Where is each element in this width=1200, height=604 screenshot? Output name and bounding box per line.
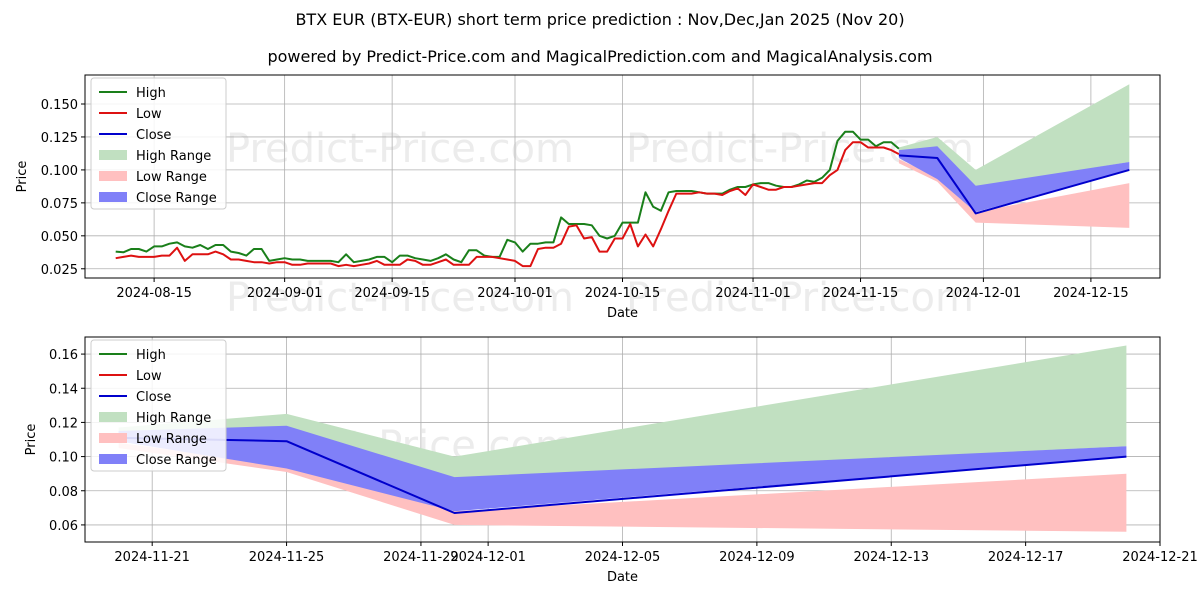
legend-label-close-range: Close Range [136, 191, 217, 206]
legend-swatch-high-range [99, 412, 127, 422]
x-tick-label: 2024-12-21 [1122, 550, 1198, 565]
x-tick-label: 2024-12-01 [946, 286, 1022, 301]
legend-swatch-close-range [99, 454, 127, 464]
high-series-line [115, 130, 900, 264]
y-tick-label: 0.08 [49, 485, 78, 500]
watermark-text: Predict-Price.com [226, 275, 574, 321]
legend-label-close: Close [136, 128, 171, 143]
y-tick-label: 0.050 [41, 230, 78, 245]
high-range-band [118, 345, 1127, 479]
y-tick-label: 0.025 [41, 263, 78, 278]
x-tick-label: 2024-12-15 [1053, 286, 1129, 301]
low-range-band [118, 442, 1127, 532]
legend-label-high: High [136, 348, 166, 363]
close-series-line [898, 154, 1130, 215]
top-panel: Predict-Price.com Predict-Price.com Predic… [15, 74, 1161, 321]
y-tick-label: 0.06 [49, 519, 78, 534]
close-range-band [898, 146, 1130, 213]
x-tick-label: 2024-12-13 [853, 550, 929, 565]
legend-swatch-low-range [99, 171, 127, 181]
x-tick-label: 2024-12-05 [585, 550, 661, 565]
low-series-line [115, 141, 900, 268]
x-tick-label: 2024-09-15 [354, 286, 430, 301]
legend-label-low: Low [136, 369, 162, 384]
legend: High Low Close High Range Low Range Close Ran… [90, 339, 227, 472]
y-tick-label: 0.125 [41, 131, 78, 146]
x-axis-label: Date [607, 570, 638, 585]
x-tick-label: 2024-12-01 [450, 550, 526, 565]
y-tick-label: 0.150 [41, 98, 78, 113]
y-tick-label: 0.100 [41, 164, 78, 179]
legend-label-high-range: High Range [136, 411, 211, 426]
y-tick-label: 0.075 [41, 197, 78, 212]
x-tick-label: 2024-11-15 [823, 286, 899, 301]
low-range-band [898, 159, 1130, 228]
y-tick-label: 0.12 [49, 416, 78, 431]
x-tick-label: 2024-10-15 [585, 286, 661, 301]
watermark-text: Predict-Price.com [626, 275, 974, 321]
x-tick-label: 2024-11-21 [114, 550, 190, 565]
y-axis-label: Price [24, 424, 39, 456]
x-tick-label: 2024-11-25 [249, 550, 325, 565]
high-range-band [898, 84, 1130, 187]
legend-swatch-close-range [99, 192, 127, 202]
legend-label-low-range: Low Range [136, 170, 207, 185]
x-tick-label: 2024-08-15 [116, 286, 192, 301]
legend-label-low: Low [136, 107, 162, 122]
chart-subtitle: powered by Predict-Price.com and Magical… [267, 47, 932, 66]
x-tick-label: 2024-11-29 [383, 550, 459, 565]
legend-swatch-low-range [99, 433, 127, 443]
x-tick-label: 2024-09-01 [247, 286, 323, 301]
watermark-text: Predict-Price.com [226, 126, 574, 172]
legend-label-close: Close [136, 390, 171, 405]
y-axis-label: Price [15, 161, 30, 193]
x-tick-label: 2024-11-01 [715, 286, 791, 301]
legend-swatch-high-range [99, 150, 127, 160]
legend-label-high-range: High Range [136, 149, 211, 164]
legend-label-high: High [136, 86, 166, 101]
x-axis-label: Date [607, 306, 638, 321]
bottom-panel: Predict-Price.comPredict-Price.com2024-1… [24, 336, 1198, 585]
y-tick-label: 0.10 [49, 451, 78, 466]
legend: High Low Close High Range Low Range Close Ran… [90, 77, 227, 210]
legend-label-low-range: Low Range [136, 432, 207, 447]
x-tick-label: 2024-10-01 [477, 286, 553, 301]
chart-title: BTX EUR (BTX-EUR) short term price predi… [295, 10, 904, 29]
y-tick-label: 0.14 [49, 382, 78, 397]
y-tick-label: 0.16 [49, 348, 78, 363]
x-tick-label: 2024-12-09 [719, 550, 795, 565]
legend-label-close-range: Close Range [136, 453, 217, 468]
x-tick-label: 2024-12-17 [988, 550, 1064, 565]
